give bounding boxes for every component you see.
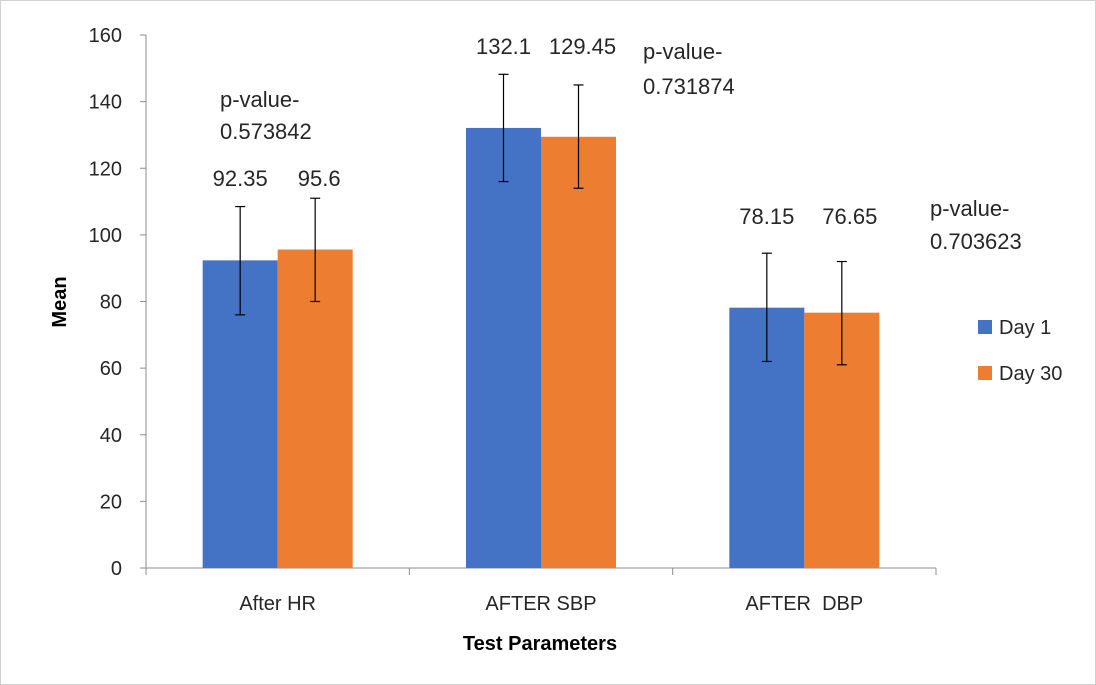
legend-label: Day 1	[999, 317, 1051, 339]
data-label: 129.45	[549, 34, 616, 59]
bar-day-30	[277, 249, 353, 568]
y-tick-label: 80	[100, 292, 122, 314]
y-tick-label: 140	[89, 92, 122, 114]
data-labels: 92.35 132.1 78.15 95.6 129.45 76.65	[213, 34, 878, 229]
p-value-label: p-value-	[930, 196, 1009, 221]
y-tick-label: 160	[89, 25, 122, 47]
bar-day-1	[466, 127, 541, 569]
y-axis: 0 20 40 60 80 100 120 140 160	[89, 25, 147, 580]
y-tick-label: 20	[100, 491, 122, 513]
x-axis: After HR AFTER SBP AFTER DBP	[145, 567, 937, 615]
x-axis-title: Test Parameters	[463, 633, 617, 655]
legend: Day 1 Day 30	[978, 317, 1062, 385]
p-value-number: 0.731874	[643, 74, 735, 99]
y-tick-label: 0	[111, 558, 122, 580]
p-value-annotations: p-value- 0.573842 p-value- 0.731874 p-value-…	[220, 39, 1022, 254]
p-value-number: 0.573842	[220, 119, 312, 144]
y-tick-label: 120	[89, 158, 122, 180]
data-label: 92.35	[213, 166, 268, 191]
x-tick-label: After HR	[239, 593, 316, 615]
legend-label: Day 30	[999, 363, 1062, 385]
data-label: 95.6	[298, 166, 341, 191]
bar-day-30	[541, 136, 616, 568]
p-value-label: p-value-	[220, 87, 299, 112]
data-label: 76.65	[822, 204, 877, 229]
x-tick-label: AFTER DBP	[745, 593, 863, 615]
legend-swatch	[978, 320, 992, 334]
error-bars	[235, 73, 847, 366]
legend-swatch	[978, 366, 992, 380]
data-label: 78.15	[739, 204, 794, 229]
data-label: 132.1	[476, 34, 531, 59]
y-axis-title: Mean	[49, 276, 71, 327]
p-value-label: p-value-	[643, 39, 722, 64]
y-tick-label: 100	[89, 225, 122, 247]
y-tick-label: 40	[100, 425, 122, 447]
y-tick-label: 60	[100, 358, 122, 380]
p-value-number: 0.703623	[930, 229, 1022, 254]
bars	[202, 127, 880, 569]
x-tick-label: AFTER SBP	[485, 593, 596, 615]
